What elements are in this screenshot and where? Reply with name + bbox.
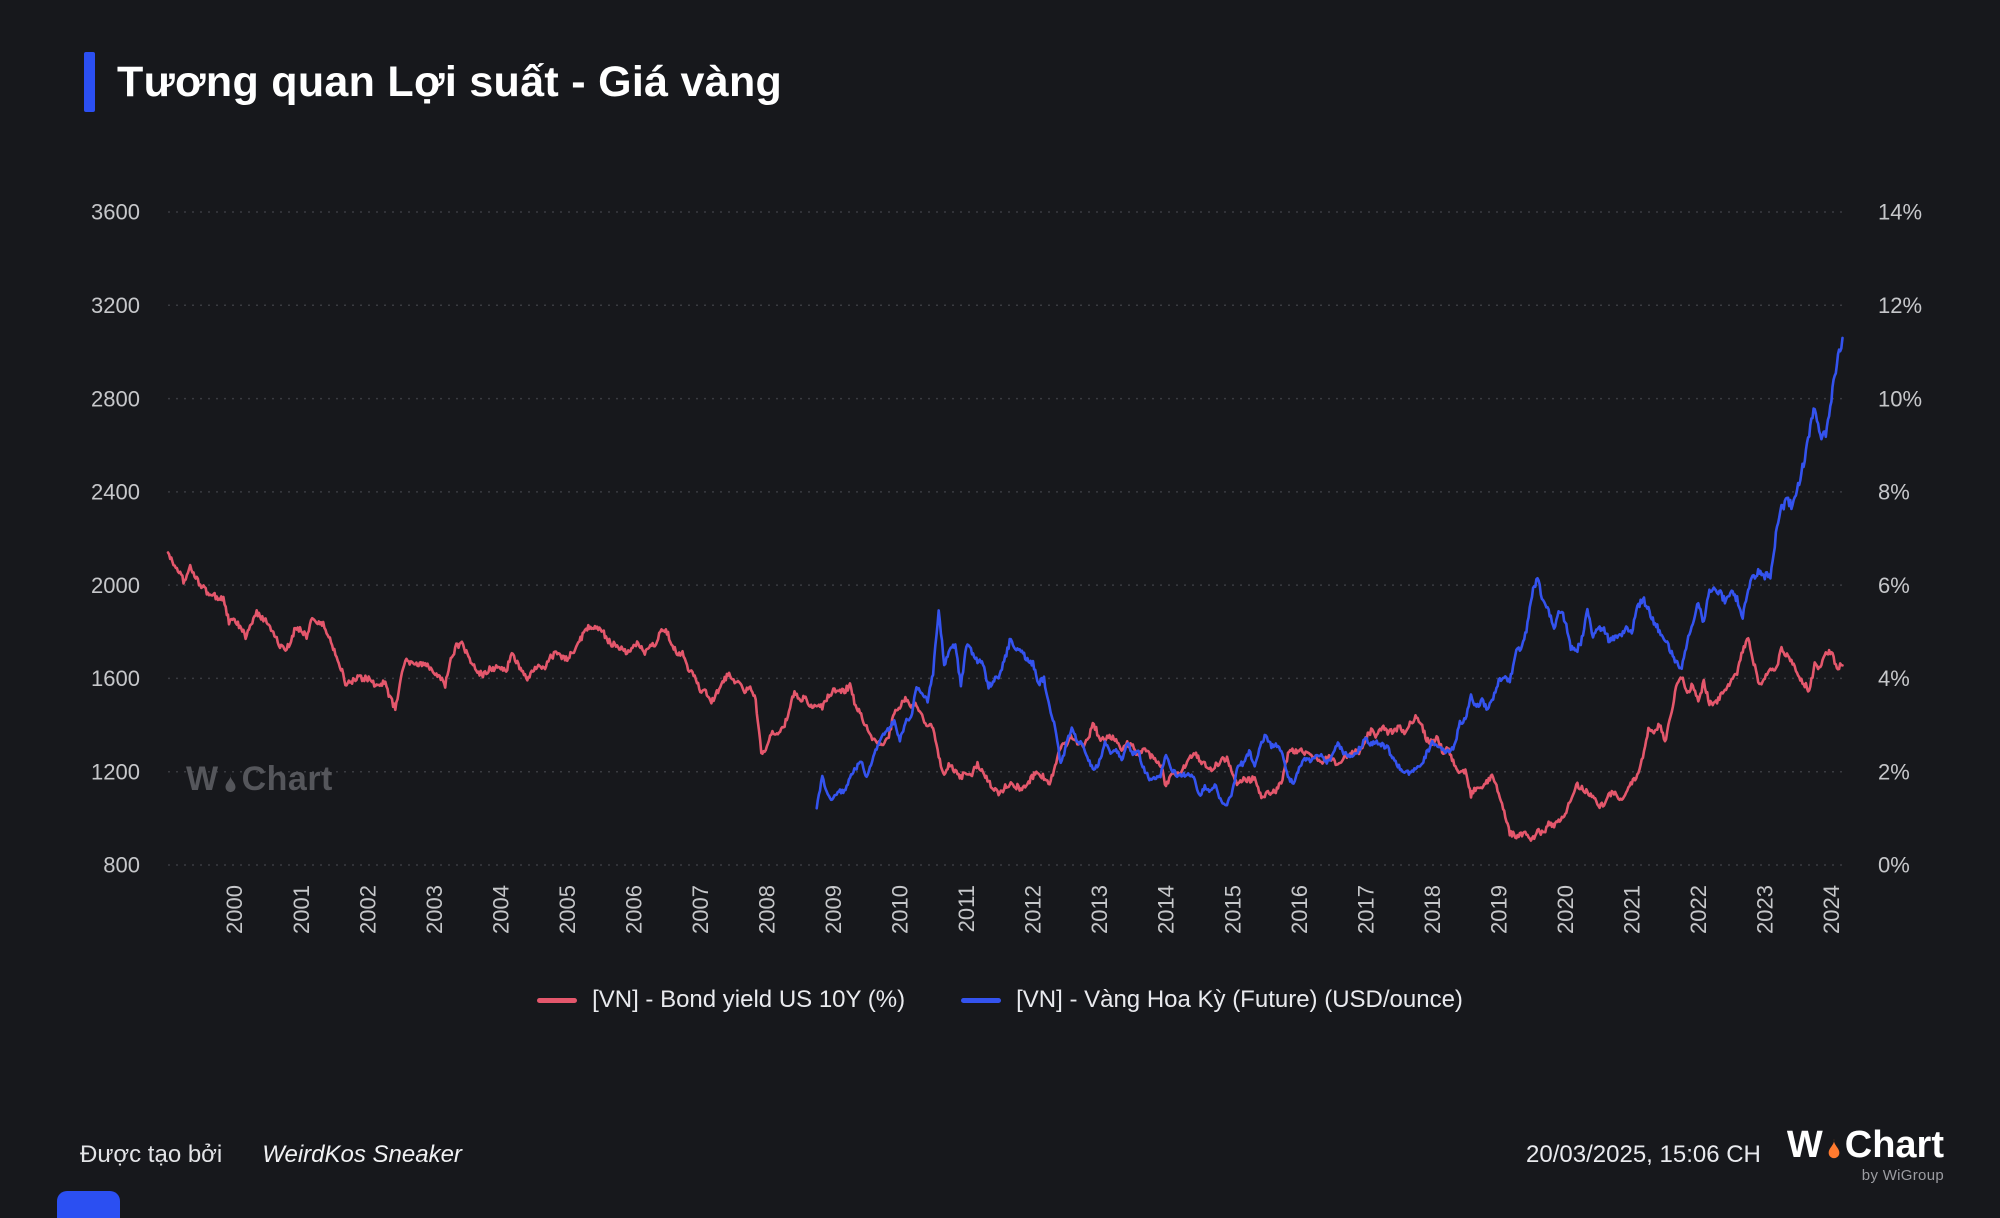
y-axis-left-label: 1200 xyxy=(91,759,140,784)
x-axis-label: 2016 xyxy=(1287,885,1312,934)
y-axis-left-label: 2000 xyxy=(91,573,140,598)
title-block: Tương quan Lợi suất - Giá vàng xyxy=(84,52,782,112)
y-axis-right-label: 6% xyxy=(1878,573,1910,598)
footer-meta: 20/03/2025, 15:06 CH W Chart by WiGroup xyxy=(1526,1126,1944,1184)
logo-chart: Chart xyxy=(1844,1124,1944,1166)
y-axis-left-label: 2400 xyxy=(91,480,140,505)
logo-subtitle: by WiGroup xyxy=(1861,1167,1944,1184)
y-axis-right-label: 10% xyxy=(1878,386,1922,411)
title-accent-bar xyxy=(84,52,95,112)
legend-item-gold[interactable]: [VN] - Vàng Hoa Kỳ (Future) (USD/ounce) xyxy=(961,986,1463,1014)
x-axis-label: 2015 xyxy=(1220,885,1245,934)
legend-marker xyxy=(537,997,578,1003)
watermark: W Chart xyxy=(186,760,333,799)
legend: [VN] - Bond yield US 10Y (%) [VN] - Vàng … xyxy=(0,986,2000,1014)
x-axis-label: 2009 xyxy=(821,885,846,934)
y-axis-left-label: 3200 xyxy=(91,293,140,318)
x-axis-label: 2023 xyxy=(1753,885,1778,934)
x-axis-label: 2006 xyxy=(621,885,646,934)
bond-yield-line[interactable] xyxy=(166,551,1844,842)
watermark-chart: Chart xyxy=(241,760,333,798)
y-axis-right-label: 8% xyxy=(1878,480,1910,505)
x-axis-label: 2010 xyxy=(888,885,913,934)
x-axis-label: 2007 xyxy=(688,885,713,934)
x-axis-label: 2011 xyxy=(954,885,979,932)
legend-label: [VN] - Bond yield US 10Y (%) xyxy=(592,986,906,1013)
y-axis-left-label: 2800 xyxy=(91,386,140,411)
x-axis-label: 2018 xyxy=(1420,885,1445,934)
x-axis-label: 2001 xyxy=(289,885,314,934)
y-axis-left-label: 1600 xyxy=(91,666,140,691)
y-axis-right-label: 2% xyxy=(1878,759,1910,784)
x-axis-label: 2019 xyxy=(1486,885,1511,934)
page-title: Tương quan Lợi suất - Giá vàng xyxy=(117,57,783,106)
legend-label: [VN] - Vàng Hoa Kỳ (Future) (USD/ounce) xyxy=(1016,986,1463,1013)
x-axis-label: 2020 xyxy=(1553,885,1578,934)
x-axis-label: 2013 xyxy=(1087,885,1112,934)
wichart-logo: W Chart by WiGroup xyxy=(1787,1126,1944,1184)
x-axis-label: 2021 xyxy=(1619,885,1644,934)
y-axis-left-label: 800 xyxy=(103,853,140,878)
timestamp: 20/03/2025, 15:06 CH xyxy=(1526,1141,1761,1168)
flame-icon xyxy=(225,774,236,793)
x-axis-label: 2004 xyxy=(488,885,513,934)
flame-icon xyxy=(1828,1138,1840,1159)
bottom-left-accent[interactable] xyxy=(57,1191,120,1218)
x-axis-label: 2002 xyxy=(355,885,380,934)
x-axis-label: 2022 xyxy=(1686,885,1711,934)
author-name: WeirdKos Sneaker xyxy=(262,1141,462,1168)
wichart-logo-text: W Chart xyxy=(1787,1126,1944,1164)
x-axis-label: 2003 xyxy=(422,885,447,934)
x-axis-label: 2014 xyxy=(1154,885,1179,934)
footer: Được tạo bởi WeirdKos Sneaker 20/03/2025… xyxy=(80,1126,1944,1184)
y-axis-right-label: 12% xyxy=(1878,293,1922,318)
legend-item-bond-yield[interactable]: [VN] - Bond yield US 10Y (%) xyxy=(537,986,905,1014)
chart-plot-area[interactable]: 800 0% 1200 2% 1600 4% 2000 6% 2400 8% 2800 10% 3200… xyxy=(0,140,2000,1020)
x-axis-label: 2000 xyxy=(222,885,247,934)
y-axis-left-label: 3600 xyxy=(91,200,140,225)
logo-w: W xyxy=(1786,1124,1823,1166)
watermark-w: W xyxy=(186,760,219,798)
gold-price-line[interactable] xyxy=(815,336,1844,810)
y-axis-right-label: 0% xyxy=(1878,853,1910,878)
legend-marker xyxy=(961,997,1002,1003)
y-axis-right-label: 4% xyxy=(1878,666,1910,691)
y-axis-right-label: 14% xyxy=(1878,200,1922,225)
x-axis-label: 2008 xyxy=(755,885,780,934)
x-axis-label: 2012 xyxy=(1021,885,1046,934)
created-by-label: Được tạo bởi xyxy=(80,1141,223,1168)
x-axis-label: 2017 xyxy=(1353,885,1378,934)
footer-credit: Được tạo bởi WeirdKos Sneaker xyxy=(80,1141,462,1169)
x-axis-label: 2005 xyxy=(555,885,580,934)
x-axis-label: 2024 xyxy=(1819,885,1844,934)
